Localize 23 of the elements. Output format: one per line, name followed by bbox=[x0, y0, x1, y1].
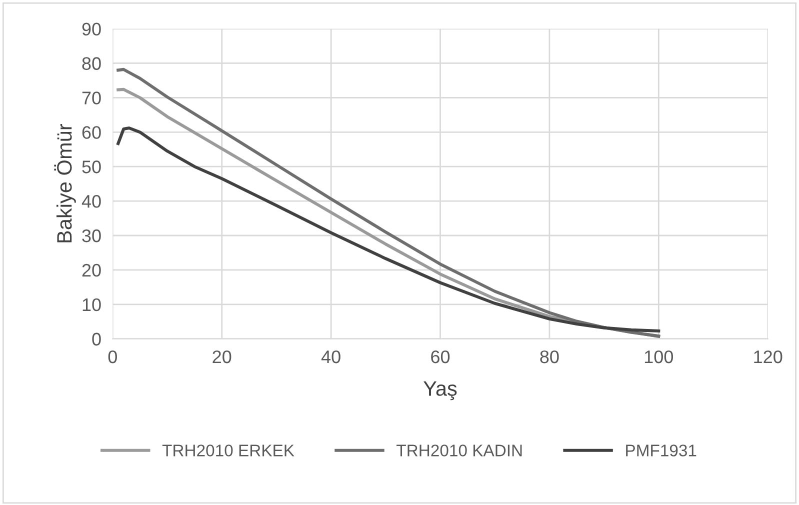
y-axis-title: Bakiye Ömür bbox=[54, 124, 76, 242]
x-tick-label: 120 bbox=[754, 350, 782, 364]
y-tick-label: 20 bbox=[82, 264, 101, 277]
x-tick-label: 40 bbox=[321, 350, 340, 364]
legend-label: TRH2010 KADIN bbox=[396, 444, 522, 456]
y-tick-label: 50 bbox=[82, 160, 101, 174]
x-axis-title: Yaş bbox=[424, 381, 457, 400]
y-tick-label: 30 bbox=[82, 229, 101, 242]
line-series bbox=[116, 126, 660, 332]
y-tick-label: 90 bbox=[82, 22, 101, 36]
x-tick-label: 0 bbox=[108, 350, 117, 364]
y-tick-label: 70 bbox=[82, 92, 101, 104]
x-tick-label: 20 bbox=[212, 350, 232, 364]
y-tick-label: 40 bbox=[82, 194, 101, 208]
y-tick-label: 10 bbox=[82, 298, 101, 312]
y-tick-label: 0 bbox=[92, 332, 101, 346]
legend-label: PMF1931 bbox=[626, 444, 696, 456]
x-tick-label: 100 bbox=[644, 350, 673, 364]
legend-label: TRH2010 ERKEK bbox=[162, 444, 294, 456]
x-tick-label: 60 bbox=[431, 350, 450, 364]
y-tick-label: 80 bbox=[82, 57, 101, 70]
x-tick-label: 80 bbox=[540, 350, 559, 364]
y-tick-label: 60 bbox=[82, 126, 101, 139]
